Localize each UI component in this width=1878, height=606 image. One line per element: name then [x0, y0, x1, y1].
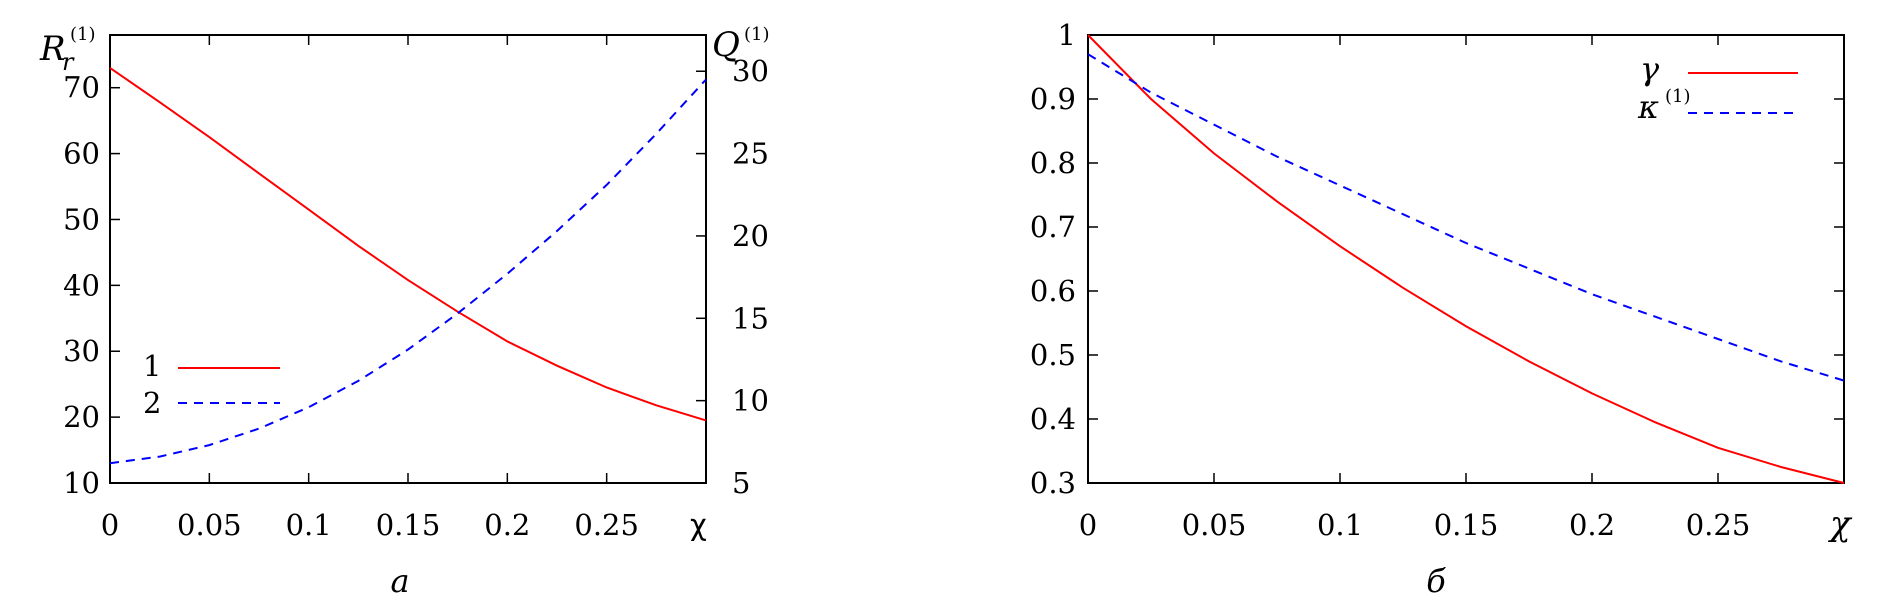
x-axis-label-a: χ	[690, 508, 707, 542]
x-tick-label: 0.25	[574, 508, 639, 542]
x-tick-label: 0.15	[376, 508, 441, 542]
series-group-a	[109, 67, 707, 465]
y-tick-label: 0.4	[1030, 402, 1076, 436]
y-tick-label: 0.8	[1030, 146, 1076, 180]
y-axis-label-right-sup-a: (1)	[744, 24, 770, 45]
x-tick-label: 0.05	[177, 508, 242, 542]
y-tick-label: 0.7	[1030, 210, 1076, 244]
panel-label-a: а	[390, 562, 409, 600]
y-tick-label: 1	[1058, 18, 1076, 52]
right-y-tick-label: 5	[732, 466, 750, 500]
x-tick-label: 0.1	[1317, 508, 1363, 542]
panel-label-b: б	[1426, 562, 1446, 600]
y-ticks-b: 0.3 0.4 0.5 0.6 0.7 0.8 0.9 1	[1030, 18, 1844, 500]
right-y-tick-label: 20	[732, 219, 769, 253]
x-tick-label: 0.2	[484, 508, 530, 542]
y-axis-label-left-sup-a: (1)	[70, 24, 96, 45]
y-tick-label: 0.6	[1030, 274, 1076, 308]
plot-frame-b	[1087, 34, 1845, 484]
right-y-tick-label: 30	[732, 54, 769, 88]
series-line-b-1	[1087, 34, 1845, 484]
x-tick-label: 0.15	[1434, 508, 1499, 542]
x-tick-label: 0.25	[1686, 508, 1751, 542]
series-line-a-1	[109, 67, 707, 422]
x-tick-label: 0	[101, 508, 119, 542]
series-line-a-2	[109, 78, 707, 465]
right-y-ticks-a: 5 10 15 20 25 30	[696, 54, 769, 500]
x-tick-label: 0.2	[1569, 508, 1615, 542]
legend-label-gamma: γ	[1640, 50, 1660, 88]
y-axis-label-right-a: Q	[712, 25, 740, 65]
legend-label-kappa: κ	[1637, 88, 1659, 126]
x-ticks-a: 0 0.05 0.1 0.15 0.2 0.25	[101, 35, 639, 542]
legend-label-1: 1	[143, 349, 161, 383]
legend-label-kappa-sup: (1)	[1665, 86, 1691, 107]
left-y-tick-label: 50	[63, 202, 100, 236]
left-y-tick-label: 30	[63, 334, 100, 368]
y-tick-label: 0.5	[1030, 338, 1076, 372]
plot-frame-a	[109, 34, 707, 484]
x-tick-label: 0	[1079, 508, 1097, 542]
right-y-tick-label: 15	[732, 301, 769, 335]
left-y-tick-label: 10	[63, 466, 100, 500]
y-axis-label-left-a: R	[39, 29, 66, 69]
left-y-tick-label: 60	[63, 137, 100, 171]
x-tick-label: 0.1	[286, 508, 332, 542]
x-axis-label-b: χ	[1828, 504, 1853, 544]
left-y-ticks-a: 10 20 30 40 50 60 70	[63, 71, 120, 500]
right-y-tick-label: 25	[732, 137, 769, 171]
x-tick-label: 0.05	[1182, 508, 1247, 542]
right-y-tick-label: 10	[732, 384, 769, 418]
y-tick-label: 0.9	[1030, 82, 1076, 116]
left-y-tick-label: 70	[63, 71, 100, 105]
left-y-tick-label: 20	[63, 400, 100, 434]
y-axis-label-left-sub-a: r	[62, 48, 75, 76]
series-group-b	[1087, 34, 1845, 484]
left-y-tick-label: 40	[63, 268, 100, 302]
series-line-b-2	[1087, 53, 1845, 382]
panel-b: 0 0.05 0.1 0.15 0.2 0.25 0.30.40.50.60.70.80.…	[1030, 18, 1853, 600]
x-ticks-b: 0 0.05 0.1 0.15 0.2 0.25	[1079, 35, 1751, 542]
legend-label-2: 2	[143, 386, 161, 420]
y-tick-label: 0.3	[1030, 466, 1076, 500]
